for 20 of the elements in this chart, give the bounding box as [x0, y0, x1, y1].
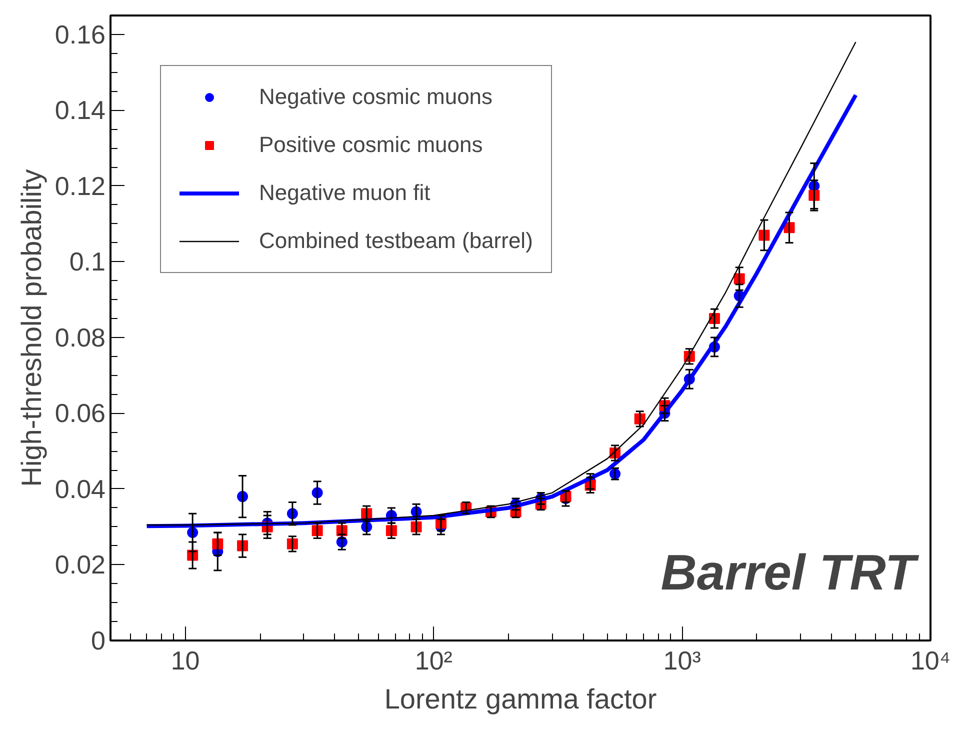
legend-label: Negative cosmic muons: [259, 84, 493, 110]
legend-label: Positive cosmic muons: [259, 132, 483, 158]
y-tick-label: 0.04: [54, 474, 106, 504]
x-axis-title: Lorentz gamma factor: [384, 684, 657, 714]
y-tick-label: 0.14: [54, 95, 106, 126]
annotation: Barrel TRT: [660, 544, 920, 600]
y-tick-label: 0.06: [54, 398, 106, 428]
y-tick-label: 0.1: [69, 246, 106, 277]
x-tick-label: 10²: [414, 646, 453, 676]
y-tick-label: 0: [91, 626, 106, 656]
x-tick-label: 10³: [663, 646, 702, 676]
y-tick-label: 0.16: [54, 19, 106, 50]
legend-label: Combined testbeam (barrel): [259, 228, 533, 254]
y-tick-label: 0.02: [54, 550, 106, 580]
legend-label: Negative muon fit: [259, 180, 430, 206]
y-tick-label: 0.08: [54, 322, 106, 352]
x-tick-label: 10⁴: [910, 646, 951, 676]
x-tick-label: 10: [170, 646, 200, 676]
y-tick-label: 0.12: [54, 170, 106, 201]
y-axis-title: High-threshold probability: [16, 169, 47, 487]
